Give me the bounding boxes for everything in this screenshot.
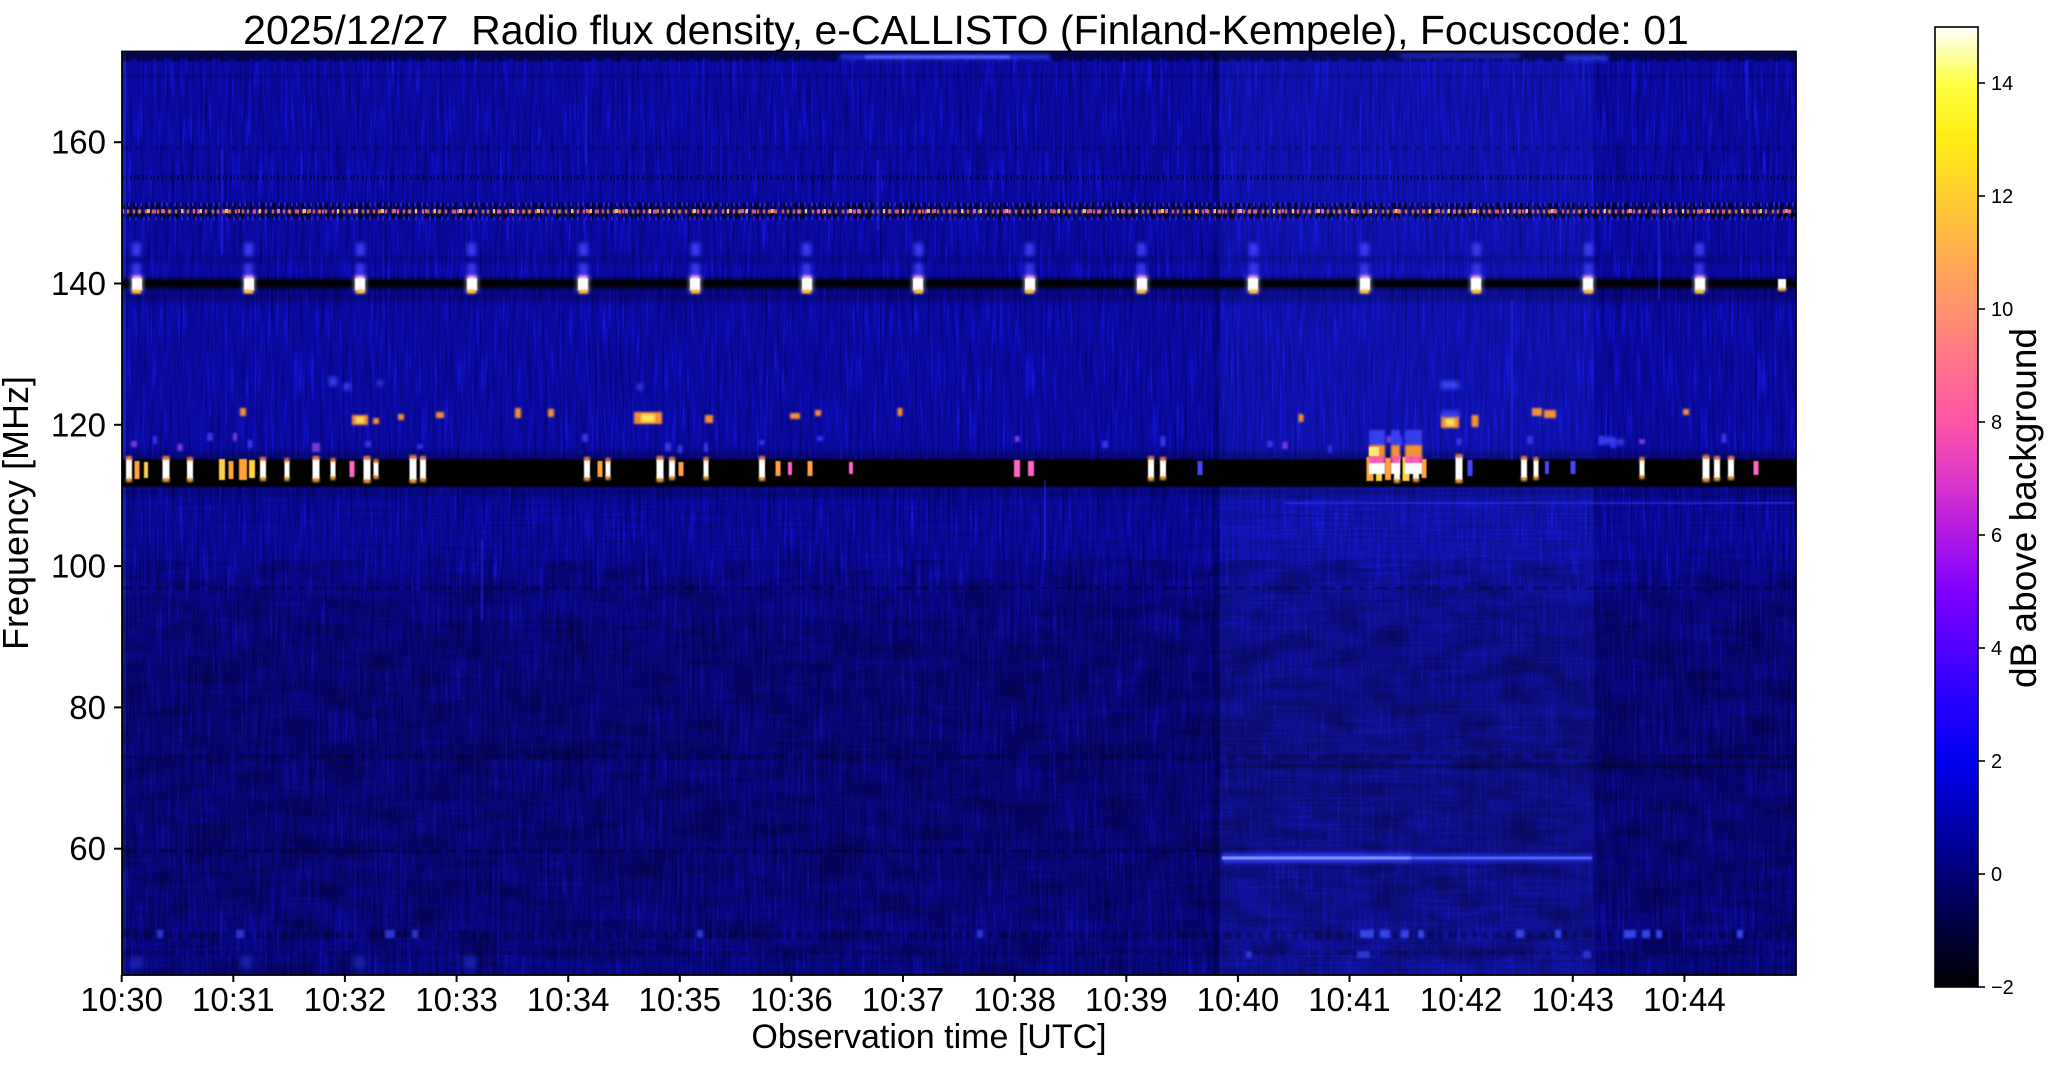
svg-text:8: 8 bbox=[1991, 412, 2002, 434]
svg-text:100: 100 bbox=[51, 548, 106, 585]
svg-text:2025/12/27 Radio flux density: 2025/12/27 Radio flux density, e-CALLIST… bbox=[243, 7, 1689, 53]
svg-text:10:34: 10:34 bbox=[527, 981, 610, 1018]
svg-text:140: 140 bbox=[51, 265, 106, 302]
svg-text:10:44: 10:44 bbox=[1643, 981, 1726, 1018]
svg-text:10:40: 10:40 bbox=[1197, 981, 1280, 1018]
svg-text:80: 80 bbox=[69, 689, 106, 726]
svg-text:0: 0 bbox=[1991, 864, 2002, 886]
svg-text:10:38: 10:38 bbox=[973, 981, 1056, 1018]
svg-text:10:42: 10:42 bbox=[1420, 981, 1503, 1018]
svg-text:Observation time [UTC]: Observation time [UTC] bbox=[751, 1018, 1106, 1056]
svg-text:4: 4 bbox=[1991, 638, 2002, 660]
svg-text:10:43: 10:43 bbox=[1532, 981, 1615, 1018]
svg-text:14: 14 bbox=[1991, 73, 2013, 95]
svg-text:10:39: 10:39 bbox=[1085, 981, 1168, 1018]
svg-text:160: 160 bbox=[51, 124, 106, 161]
svg-text:10:36: 10:36 bbox=[750, 981, 833, 1018]
svg-text:120: 120 bbox=[51, 406, 106, 443]
svg-text:10:41: 10:41 bbox=[1308, 981, 1391, 1018]
svg-text:10:35: 10:35 bbox=[639, 981, 722, 1018]
svg-text:10: 10 bbox=[1991, 299, 2013, 321]
svg-text:2: 2 bbox=[1991, 751, 2002, 773]
svg-text:10:30: 10:30 bbox=[80, 981, 163, 1018]
svg-text:10:33: 10:33 bbox=[415, 981, 498, 1018]
svg-text:12: 12 bbox=[1991, 186, 2013, 208]
svg-text:10:37: 10:37 bbox=[862, 981, 945, 1018]
svg-text:−2: −2 bbox=[1991, 977, 2014, 999]
svg-text:10:32: 10:32 bbox=[304, 981, 387, 1018]
svg-text:dB above background: dB above background bbox=[2003, 328, 2044, 688]
svg-text:6: 6 bbox=[1991, 525, 2002, 547]
svg-text:Frequency [MHz]: Frequency [MHz] bbox=[0, 376, 36, 650]
svg-text:10:31: 10:31 bbox=[192, 981, 275, 1018]
svg-text:60: 60 bbox=[69, 830, 106, 867]
